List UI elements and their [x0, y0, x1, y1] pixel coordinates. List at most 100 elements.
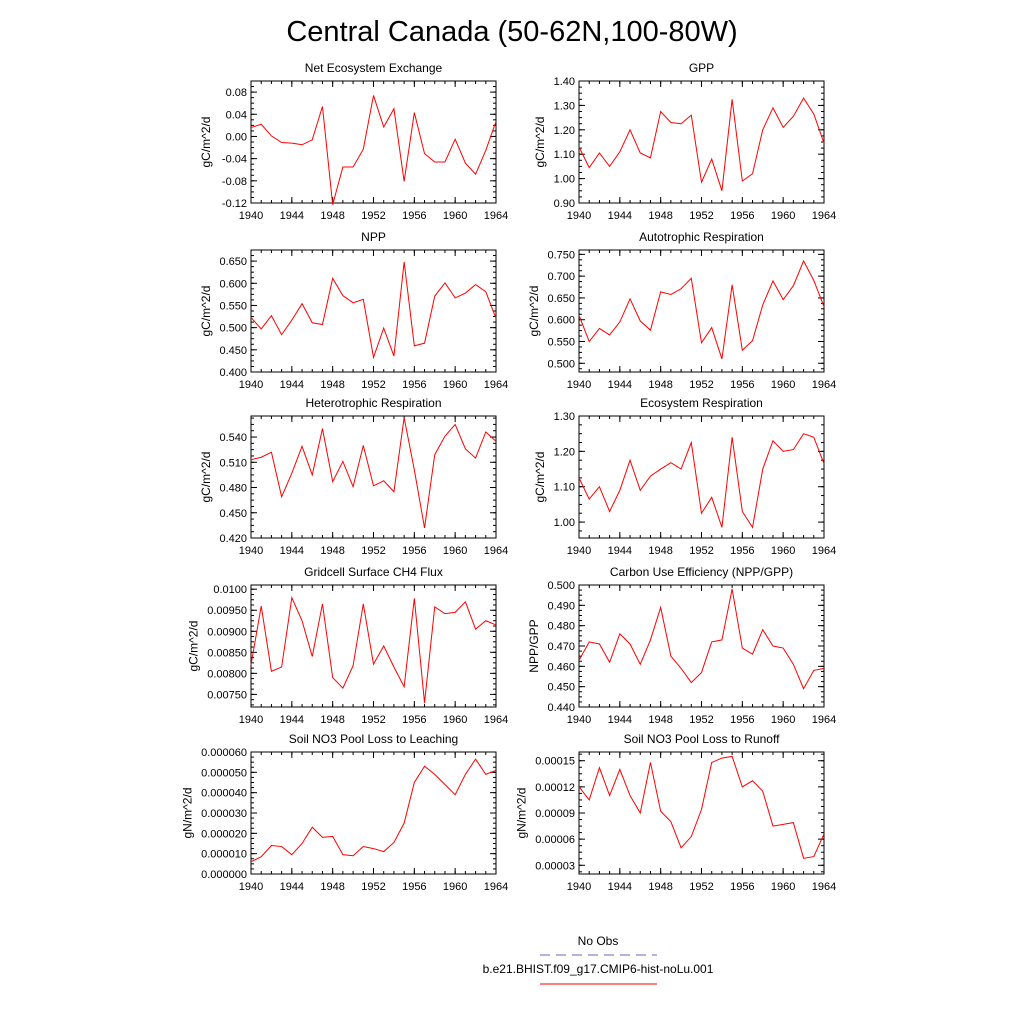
- x-tick-label: 1960: [443, 545, 467, 557]
- x-tick-label: 1948: [648, 881, 672, 893]
- chart-panel: Autotrophic Respiration 1940 1944 1948 1952 1…: [527, 230, 836, 391]
- y-axis-label: gC/m^2/d: [533, 117, 547, 168]
- y-tick-label: 0.420: [219, 533, 247, 545]
- plot-frame: [250, 751, 497, 875]
- panel-title: Carbon Use Efficiency (NPP/GPP): [610, 565, 793, 579]
- panel-title: GPP: [689, 61, 714, 75]
- x-tick-label: 1956: [402, 714, 426, 726]
- x-tick-label: 1948: [320, 714, 344, 726]
- y-tick-label: 0.00750: [207, 689, 247, 701]
- y-tick-label: 0.450: [547, 682, 575, 694]
- x-tick-label: 1948: [320, 545, 344, 557]
- x-tick-label: 1952: [361, 881, 385, 893]
- x-tick-label: 1960: [771, 210, 795, 222]
- y-tick-label: 0.00009: [535, 808, 575, 820]
- plot-frame: [578, 751, 825, 875]
- chart-panel: Soil NO3 Pool Loss to Leaching 1940 1944 19…: [180, 732, 508, 893]
- x-tick-label: 1940: [239, 379, 263, 391]
- x-tick-label: 1960: [771, 881, 795, 893]
- plot-frame: [578, 249, 825, 373]
- series-line: [250, 758, 497, 863]
- y-tick-label: 0.90: [554, 198, 575, 210]
- panel-title: Autotrophic Respiration: [639, 230, 764, 244]
- x-tick-label: 1948: [320, 210, 344, 222]
- x-tick-label: 1964: [484, 881, 508, 893]
- x-tick-label: 1940: [239, 210, 263, 222]
- figure-title: Central Canada (50-62N,100-80W): [286, 16, 737, 48]
- chart-panel: Soil NO3 Pool Loss to Runoff 1940 1944 1948…: [515, 732, 837, 893]
- y-tick-label: 0.000040: [201, 788, 247, 800]
- x-tick-label: 1940: [567, 379, 591, 391]
- x-tick-label: 1964: [812, 714, 836, 726]
- y-tick-label: 0.00850: [207, 647, 247, 659]
- x-tick-label: 1952: [361, 714, 385, 726]
- y-tick-label: 0.480: [547, 621, 575, 633]
- x-tick-label: 1960: [443, 714, 467, 726]
- plot-frame: [250, 80, 497, 204]
- y-tick-label: 1.00: [554, 517, 575, 529]
- y-tick-label: 0.04: [226, 109, 247, 121]
- y-tick-label: 0.470: [547, 641, 575, 653]
- x-tick-label: 1956: [402, 545, 426, 557]
- x-tick-label: 1944: [280, 714, 304, 726]
- x-tick-label: 1940: [239, 545, 263, 557]
- chart-panel: NPP 1940 1944 1948 1952 1956 1960 1964 0.400 0.45…: [199, 230, 508, 391]
- y-tick-label: 1.20: [554, 446, 575, 458]
- y-tick-label: 0.00950: [207, 605, 247, 617]
- y-tick-label: 1.00: [554, 174, 575, 186]
- y-tick-label: 0.08: [226, 87, 247, 99]
- y-tick-label: 0.440: [547, 702, 575, 714]
- x-tick-label: 1948: [320, 881, 344, 893]
- legend-obs-label: No Obs: [578, 934, 619, 948]
- y-tick-label: 0.750: [547, 249, 575, 261]
- x-tick-label: 1940: [567, 545, 591, 557]
- x-tick-label: 1956: [730, 379, 754, 391]
- y-axis-label: gC/m^2/d: [187, 621, 201, 672]
- y-tick-label: 1.30: [554, 100, 575, 112]
- y-tick-label: 0.00900: [207, 626, 247, 638]
- x-tick-label: 1944: [280, 379, 304, 391]
- series-line: [250, 261, 497, 360]
- series-line: [578, 259, 825, 360]
- x-tick-label: 1956: [402, 881, 426, 893]
- x-tick-label: 1952: [361, 545, 385, 557]
- y-tick-label: -0.08: [222, 176, 247, 188]
- series-line: [578, 433, 825, 529]
- y-tick-label: 0.460: [547, 661, 575, 673]
- x-tick-label: 1944: [280, 210, 304, 222]
- y-tick-label: 0.00012: [535, 782, 575, 794]
- x-tick-label: 1956: [730, 545, 754, 557]
- y-tick-label: 0.550: [547, 337, 575, 349]
- x-tick-label: 1948: [648, 379, 672, 391]
- y-axis-label: gC/m^2/d: [199, 452, 213, 503]
- y-tick-label: 1.10: [554, 149, 575, 161]
- x-tick-label: 1964: [484, 379, 508, 391]
- x-tick-label: 1960: [771, 545, 795, 557]
- x-tick-label: 1940: [239, 881, 263, 893]
- x-tick-label: 1960: [771, 379, 795, 391]
- y-axis-label: gC/m^2/d: [527, 286, 541, 337]
- x-tick-label: 1956: [402, 379, 426, 391]
- x-tick-label: 1944: [608, 379, 632, 391]
- y-tick-label: 0.450: [219, 508, 247, 520]
- x-tick-label: 1956: [402, 210, 426, 222]
- legend: No Obs b.e21.BHIST.f09_g17.CMIP6-hist-no…: [483, 934, 714, 985]
- y-axis-label: NPP/GPP: [527, 619, 541, 672]
- series-line: [250, 95, 497, 205]
- x-tick-label: 1952: [689, 379, 713, 391]
- x-tick-label: 1956: [730, 714, 754, 726]
- x-tick-label: 1964: [484, 714, 508, 726]
- chart-panel: GPP 1940 1944 1948 1952 1956 1960 1964 0.90 1.00 1…: [533, 61, 836, 222]
- y-tick-label: 0.650: [547, 293, 575, 305]
- x-tick-label: 1964: [812, 545, 836, 557]
- y-tick-label: 0.600: [547, 315, 575, 327]
- x-tick-label: 1956: [730, 210, 754, 222]
- y-tick-label: 0.500: [547, 358, 575, 370]
- y-tick-label: 0.00800: [207, 668, 247, 680]
- plot-frame: [578, 415, 825, 539]
- x-tick-label: 1944: [608, 714, 632, 726]
- y-tick-label: 1.30: [554, 411, 575, 423]
- y-tick-label: 0.480: [219, 483, 247, 495]
- y-tick-label: 0.000050: [201, 767, 247, 779]
